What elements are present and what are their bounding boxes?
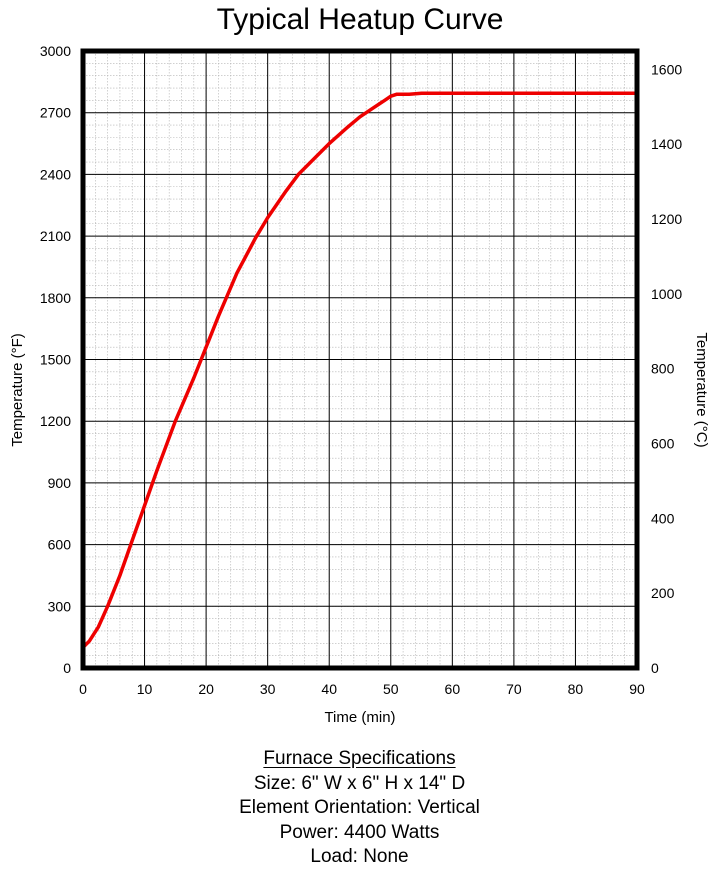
- x-tick-label: 0: [79, 681, 87, 697]
- specs-size: Size: 6" W x 6" H x 14" D: [253, 772, 466, 794]
- x-tick-label: 80: [568, 681, 584, 697]
- y-tick-label-celsius: 1000: [651, 286, 682, 302]
- x-tick-label: 90: [629, 681, 645, 697]
- x-tick-label: 70: [506, 681, 522, 697]
- y-axis-label-celsius: Temperature (°C): [693, 332, 710, 447]
- y-tick-label-celsius: 400: [651, 510, 675, 526]
- specs-title: Furnace Specifications: [263, 748, 456, 769]
- y-tick-label-fahrenheit: 2700: [40, 105, 71, 121]
- y-tick-label-fahrenheit: 300: [48, 598, 72, 614]
- y-tick-label-fahrenheit: 900: [48, 475, 72, 491]
- x-tick-labels: 0 10 20 30 40 50 60 70 80 90: [79, 681, 645, 697]
- x-axis-label: Time (min): [324, 709, 395, 726]
- y-tick-label-fahrenheit: 3000: [40, 43, 71, 59]
- y-tick-label-celsius: 0: [651, 660, 659, 676]
- y-tick-label-celsius: 600: [651, 436, 675, 452]
- y-tick-label-celsius: 1200: [651, 211, 682, 227]
- y-tick-label-celsius: 1400: [651, 136, 682, 152]
- plot-frame: [80, 48, 640, 671]
- y-tick-label-fahrenheit: 600: [48, 537, 72, 553]
- y-tick-label-fahrenheit: 0: [63, 660, 71, 676]
- specs-power: Power: 4400 Watts: [279, 821, 440, 843]
- chart-title: Typical Heatup Curve: [217, 3, 504, 36]
- x-tick-label: 60: [445, 681, 461, 697]
- specs-load: Load: None: [310, 846, 409, 867]
- heatup-curve-line: [81, 91, 639, 650]
- specs-element-orientation: Element Orientation: Vertical: [239, 797, 480, 818]
- furnace-specifications: Furnace Specifications Size: 6" W x 6" H…: [0, 747, 719, 870]
- y-tick-label-fahrenheit: 1500: [40, 352, 71, 368]
- x-tick-label: 40: [321, 681, 337, 697]
- x-tick-label: 10: [137, 681, 153, 697]
- x-tick-label: 20: [198, 681, 214, 697]
- y-tick-label-celsius: 800: [651, 361, 675, 377]
- x-tick-label: 50: [383, 681, 399, 697]
- y-tick-label-fahrenheit: 2100: [40, 228, 71, 244]
- y-axis-label-fahrenheit: Temperature (°F): [9, 333, 26, 447]
- y-tick-label-celsius: 200: [651, 585, 675, 601]
- x-tick-label: 30: [260, 681, 276, 697]
- y-tick-labels-fahrenheit: 0 300 600 900 1200 1500 1800 2100 2400 2700 3000: [40, 43, 71, 676]
- y-tick-label-fahrenheit: 2400: [40, 166, 71, 182]
- series-layer: [81, 91, 639, 650]
- y-tick-label-celsius: 1600: [651, 61, 682, 77]
- y-tick-label-fahrenheit: 1200: [40, 413, 71, 429]
- y-tick-label-fahrenheit: 1800: [40, 290, 71, 306]
- y-tick-labels-celsius: 0 200 400 600 800 1000 1200 1400 1600: [651, 61, 682, 676]
- major-grid: [83, 51, 637, 668]
